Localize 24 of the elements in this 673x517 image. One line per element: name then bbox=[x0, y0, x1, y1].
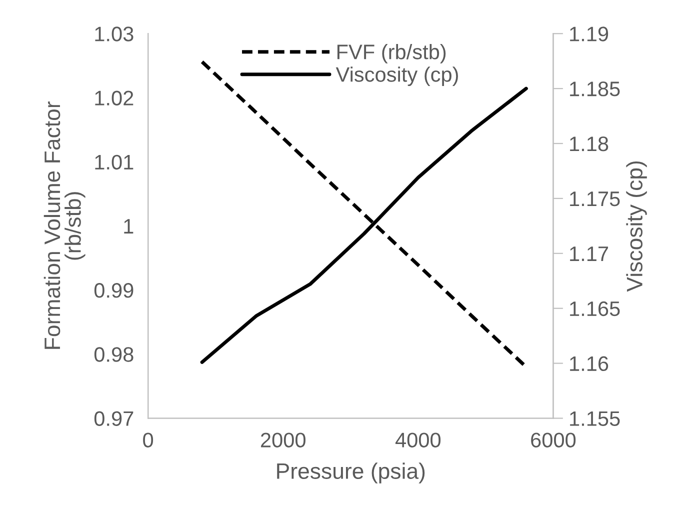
y2-tick-label: 1.17 bbox=[570, 246, 608, 261]
legend-label: Viscosity (cp) bbox=[336, 66, 458, 86]
x-tick-label: 6000 bbox=[531, 432, 576, 448]
y-tick-label: 1 bbox=[124, 219, 134, 234]
x-tick-label: 2000 bbox=[260, 432, 306, 448]
x-tick-label: 4000 bbox=[395, 432, 441, 448]
y2-tick-label: 1.19 bbox=[570, 26, 608, 42]
y2-tick-label: 1.18 bbox=[570, 136, 608, 152]
legend-label: FVF (rb/stb) bbox=[337, 44, 446, 64]
y-tick-label: 0.97 bbox=[94, 411, 134, 426]
y2-tick-label: 1.16 bbox=[570, 356, 608, 372]
y2-tick-label: 1.175 bbox=[570, 192, 620, 206]
y2-tick-label: 1.185 bbox=[570, 82, 620, 96]
y-tick-label: 1.03 bbox=[95, 26, 134, 42]
y-axis-title: Formation Volume Factor (rb/stb) bbox=[44, 102, 86, 349]
y2-tick-label: 1.165 bbox=[570, 301, 620, 316]
y-tick-label: 0.98 bbox=[94, 347, 134, 362]
y-tick-label: 0.99 bbox=[94, 283, 134, 298]
x-tick-label: 0 bbox=[143, 432, 154, 448]
y-tick-label: 1.01 bbox=[95, 154, 134, 170]
x-axis-title: Pressure (psia) bbox=[277, 462, 425, 484]
y-tick-label: 1.02 bbox=[95, 90, 134, 106]
y2-tick-label: 1.155 bbox=[570, 411, 620, 426]
y2-axis-title: Viscosity (cp) bbox=[626, 161, 647, 292]
